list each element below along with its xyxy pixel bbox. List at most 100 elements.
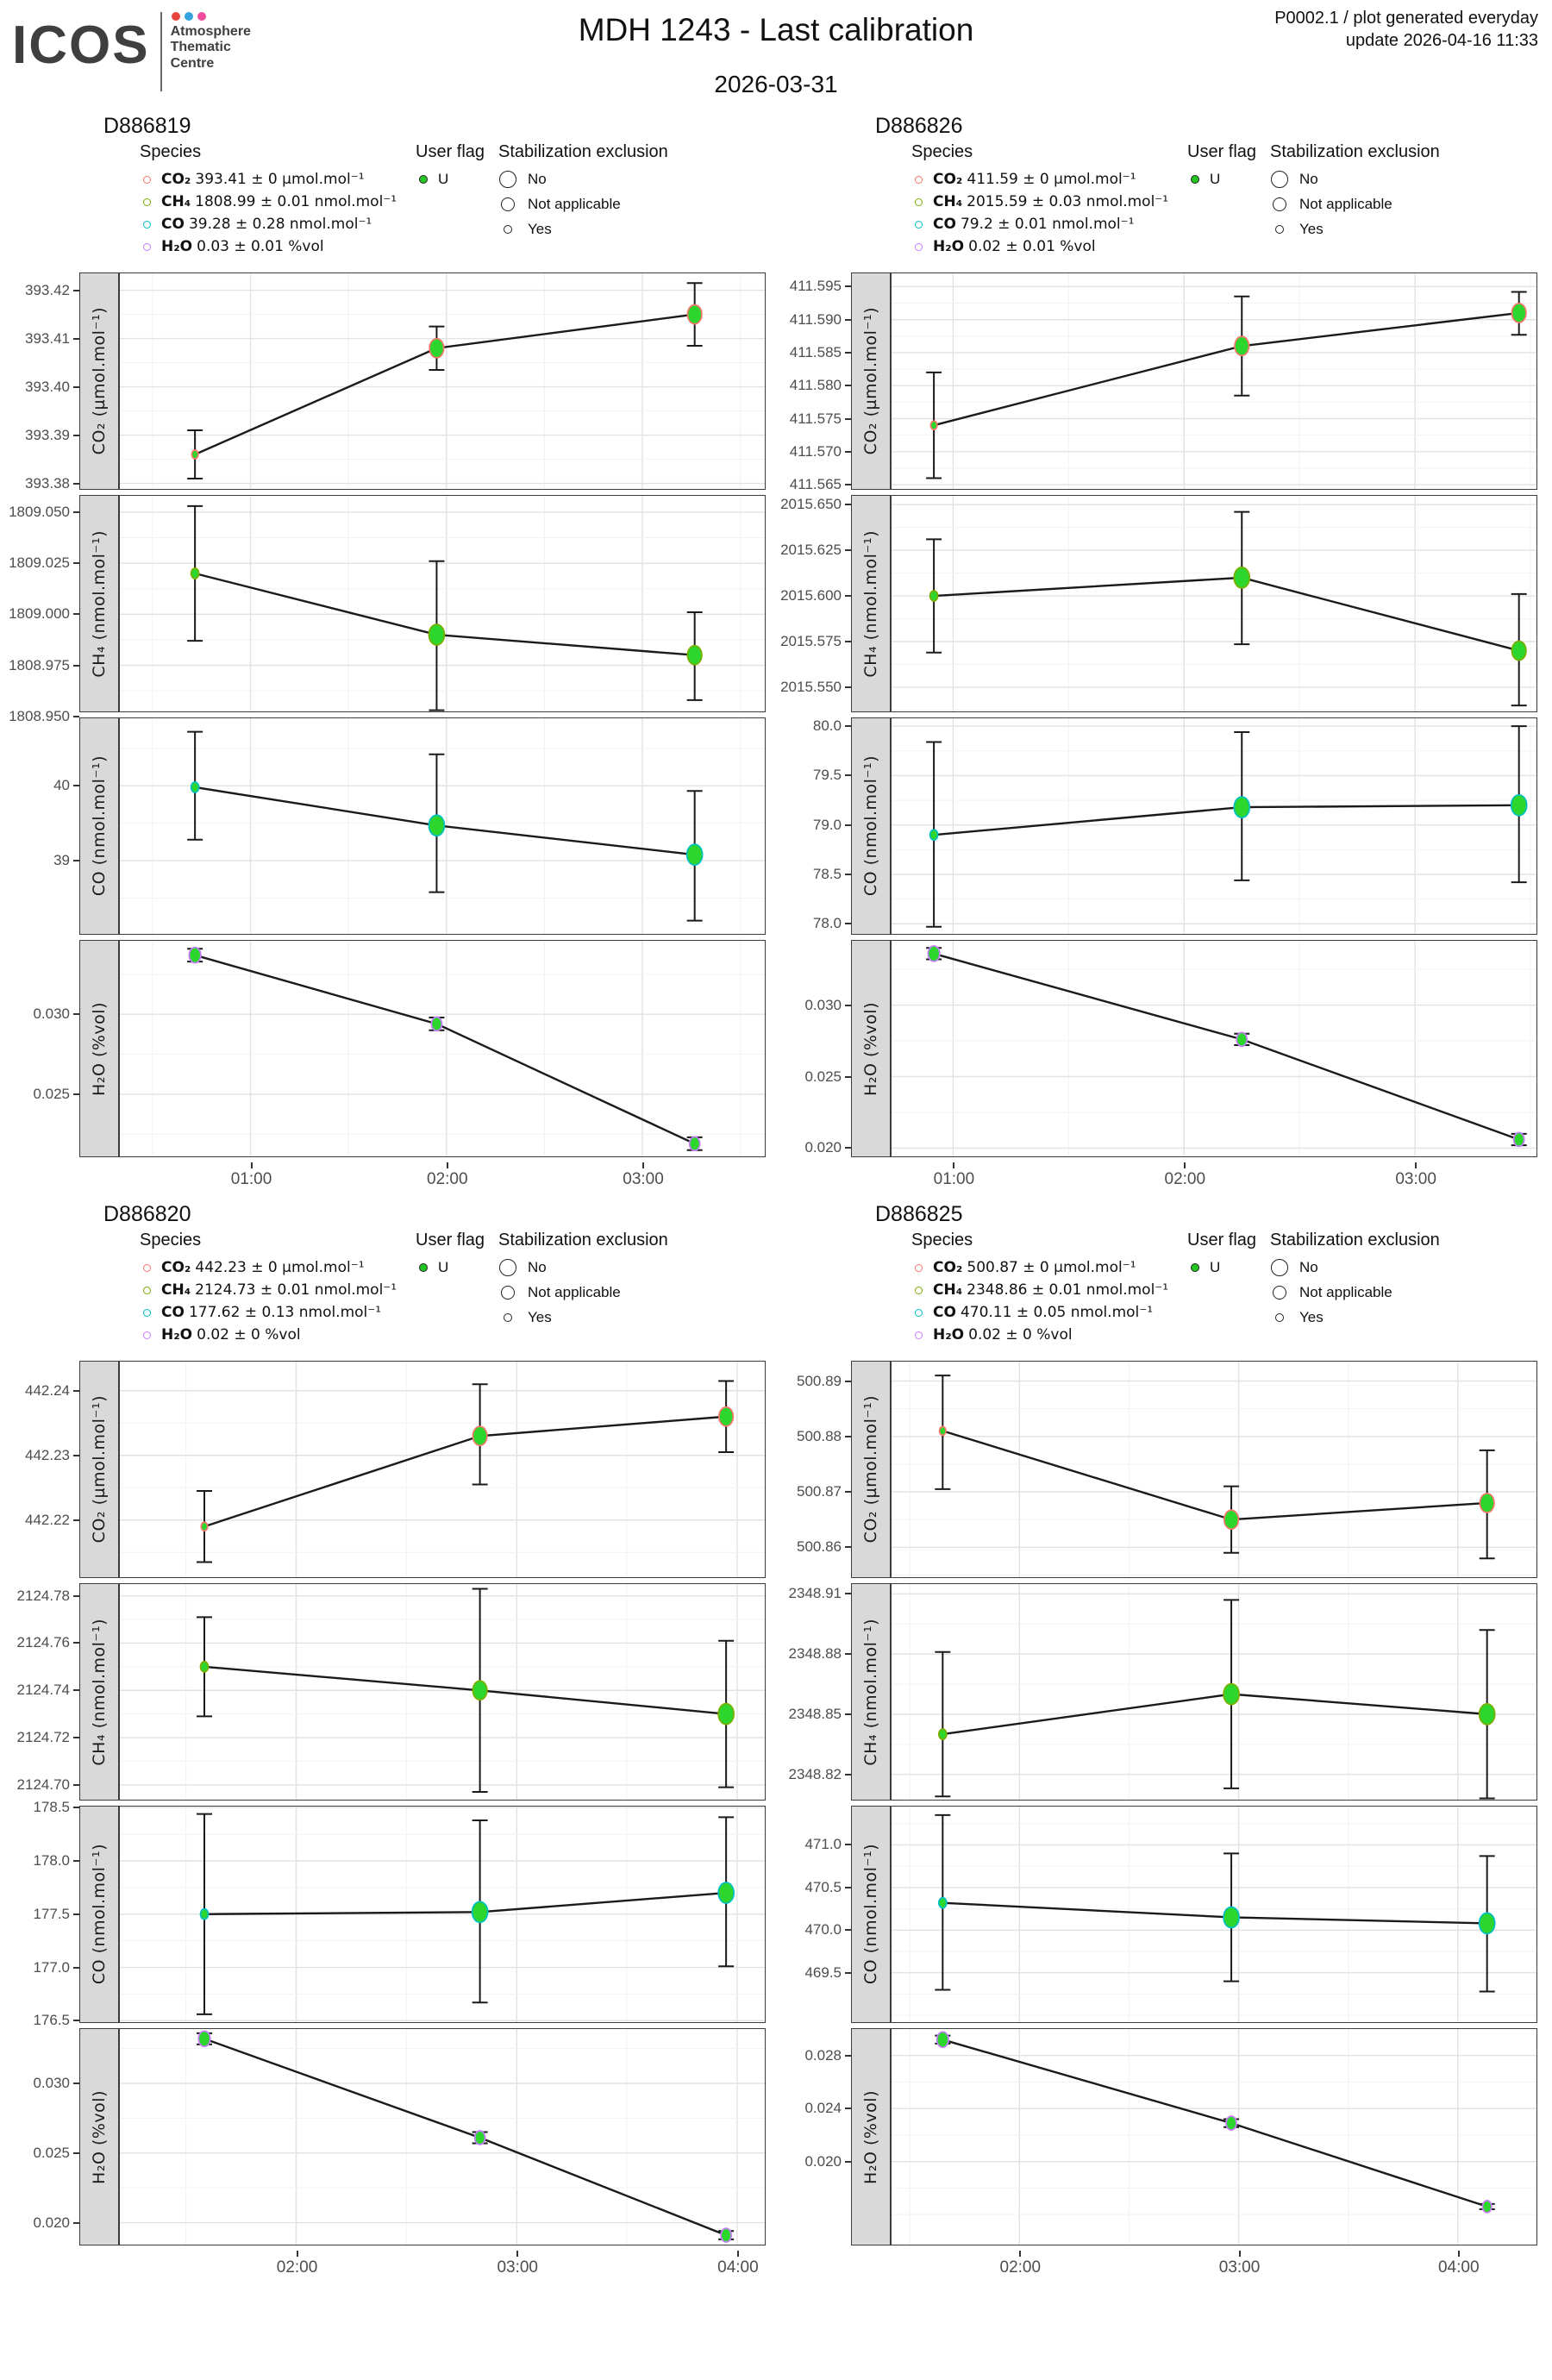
- generation-info-line2: update 2026-04-16 11:33: [1345, 31, 1538, 50]
- y-tick-label: 2348.82: [788, 1765, 842, 1782]
- y-tick-mark: [845, 774, 851, 777]
- data-point: [688, 1136, 701, 1152]
- x-tick-label: 02:00: [276, 2258, 318, 2277]
- y-tick-label: 0.030: [33, 1005, 70, 1023]
- data-line: [933, 952, 1520, 1141]
- h2o-marker-icon: [915, 242, 923, 251]
- stab-circle-icon: [1273, 197, 1286, 211]
- legend-stab-header: Stabilization exclusion: [1270, 142, 1440, 161]
- legend-species-column: Species CO₂ 442.23 ± 0 µmol.mol⁻¹ CH₄ 2124.7…: [140, 1231, 416, 1349]
- species-formula: CH₄: [161, 193, 191, 210]
- station-title: D886820: [103, 1202, 191, 1226]
- plot-panel-CO: [891, 1806, 1537, 2023]
- data-point: [1479, 1493, 1495, 1513]
- y-axis-ticks: 39 40: [10, 717, 79, 935]
- x-axis: 01:00 02:00 03:00: [121, 1162, 767, 1193]
- y-tick-label: 442.24: [25, 1381, 70, 1399]
- subplot-D886819-CH4: 1808.950 1808.975 1809.000 1809.025 1809.050…: [9, 495, 768, 724]
- data-line: [194, 954, 696, 1145]
- plot-panel-H2O: [891, 2028, 1537, 2245]
- y-tick-label: 470.5: [804, 1878, 842, 1895]
- data-point: [927, 945, 941, 962]
- stab-option: Yes: [1270, 221, 1486, 238]
- y-tick-mark: [73, 1519, 79, 1521]
- y-tick-label: 1808.975: [9, 656, 70, 673]
- y-tick-label: 2015.575: [780, 632, 842, 649]
- y-axis-ticks: 411.565 411.570 411.575 411.580 411.585 411.5…: [782, 272, 851, 492]
- legend-user-flag-header: User flag: [416, 142, 485, 161]
- facet-strip: H₂O (%vol): [851, 940, 891, 1157]
- x-tick-label: 03:00: [1218, 2258, 1261, 2277]
- subplot-D886826-CH4: 2015.550 2015.575 2015.600 2015.625 2015.650…: [780, 495, 1540, 712]
- legend: Species CO₂ 411.59 ± 0 µmol.mol⁻¹ CH₄ 2015.5…: [911, 142, 1540, 260]
- y-tick-mark: [73, 1783, 79, 1786]
- plot-panel-CO: [891, 717, 1537, 935]
- co2-marker-icon: [915, 1263, 923, 1272]
- y-tick-mark: [845, 1075, 851, 1078]
- legend-species-item: H₂O 0.02 ± 0 %vol: [140, 1326, 416, 1343]
- y-tick-mark: [845, 1435, 851, 1437]
- user-flag-marker-icon: [419, 1263, 428, 1272]
- y-axis-ticks: 78.0 78.5 79.0 79.5 80.0: [782, 717, 851, 935]
- data-point: [938, 1425, 947, 1437]
- y-axis-ticks: 393.38 393.39 393.40 393.41 393.42: [10, 272, 79, 492]
- species-value: 470.11 ± 0.05 nmol.mol⁻¹: [960, 1304, 1154, 1321]
- stab-label: No: [528, 1259, 547, 1275]
- y-tick-mark: [73, 289, 79, 291]
- data-point: [1478, 1703, 1496, 1726]
- subplot-D886820-H2O: 0.020 0.025 0.030 H₂O (%vol): [10, 2028, 768, 2245]
- y-tick-label: 442.23: [25, 1446, 70, 1463]
- y-tick-label: 0.025: [804, 1068, 842, 1085]
- facet-strip: CH₄ (nmol.mol⁻¹): [851, 1583, 891, 1801]
- y-tick-mark: [845, 595, 851, 598]
- generation-info: P0002.1 / plot generated everyday update…: [1274, 7, 1538, 52]
- y-tick-mark: [845, 2108, 851, 2110]
- legend-stab-header: Stabilization exclusion: [498, 142, 668, 161]
- legend-species-header: Species: [140, 142, 202, 161]
- user-flag-item: U: [416, 1259, 498, 1276]
- y-tick-label: 2124.70: [16, 1776, 70, 1793]
- species-formula: CO₂: [933, 1259, 963, 1276]
- x-tick-mark: [1019, 2251, 1022, 2257]
- y-tick-label: 471.0: [804, 1836, 842, 1853]
- stab-label: No: [528, 171, 547, 187]
- plot-panel-CH4: [891, 1583, 1537, 1801]
- y-tick-label: 500.86: [797, 1538, 842, 1556]
- y-tick-mark: [845, 1593, 851, 1595]
- data-point: [1481, 2200, 1493, 2214]
- x-tick-mark: [446, 1162, 448, 1168]
- data-point: [686, 304, 703, 325]
- facet-strip: H₂O (%vol): [79, 940, 119, 1157]
- species-formula: H₂O: [933, 1326, 965, 1343]
- stab-label: No: [1299, 1259, 1318, 1275]
- axis-title: CO (nmol.mol⁻¹): [861, 755, 880, 897]
- y-tick-label: 500.89: [797, 1372, 842, 1389]
- y-tick-mark: [845, 1491, 851, 1494]
- y-tick-mark: [845, 1380, 851, 1382]
- logo-dots-icon: [171, 12, 251, 21]
- facet-strip: H₂O (%vol): [851, 2028, 891, 2245]
- stab-circle-icon: [1275, 225, 1284, 234]
- species-value: 0.02 ± 0 %vol: [968, 1326, 1073, 1343]
- facet-strip: CO₂ (µmol.mol⁻¹): [851, 1361, 891, 1578]
- stab-option: No: [498, 1259, 714, 1276]
- subplot-D886826-H2O: 0.020 0.025 0.030 H₂O (%vol): [782, 940, 1540, 1157]
- species-value: 500.87 ± 0 µmol.mol⁻¹: [967, 1259, 1136, 1276]
- x-tick-label: 02:00: [1164, 1170, 1206, 1188]
- legend-species-column: Species CO₂ 411.59 ± 0 µmol.mol⁻¹ CH₄ 2015.5…: [911, 142, 1187, 260]
- y-tick-mark: [73, 2082, 79, 2084]
- stab-label: Not applicable: [1299, 1284, 1392, 1300]
- plot-panel-CO2: [119, 272, 766, 490]
- data-point: [472, 1680, 488, 1701]
- data-point: [188, 946, 202, 964]
- species-formula: H₂O: [161, 1326, 193, 1343]
- species-formula: H₂O: [933, 238, 965, 255]
- user-flag-marker-icon: [1191, 1263, 1199, 1272]
- axis-title: H₂O (%vol): [861, 2089, 880, 2184]
- y-tick-mark: [845, 549, 851, 552]
- stab-option: Not applicable: [498, 1284, 714, 1301]
- plot-panel-H2O: [891, 940, 1537, 1157]
- y-tick-mark: [845, 1773, 851, 1776]
- data-line: [933, 804, 1519, 836]
- data-line: [194, 786, 695, 856]
